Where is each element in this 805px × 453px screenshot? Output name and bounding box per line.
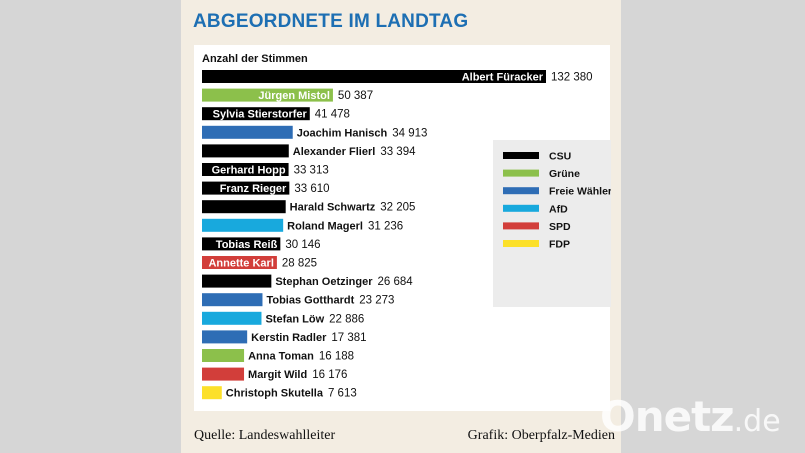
bar xyxy=(202,107,310,121)
bar-chart: Anzahl der Stimmen Albert Füracker 132 380… xyxy=(194,45,612,411)
bar-value-label: 7 613 xyxy=(328,388,357,400)
bar-name-label: Tobias Gotthardt xyxy=(266,295,354,307)
bar xyxy=(202,237,281,251)
bar-name-label: Tobias Reiß xyxy=(216,239,278,251)
legend-label: Freie Wähler xyxy=(549,186,611,198)
bar-name-label: Albert Füracker xyxy=(462,72,544,84)
bar xyxy=(202,181,290,195)
bar-name-label: Stefan Löw xyxy=(265,313,324,325)
bar-name-label: Joachim Hanisch xyxy=(297,127,388,139)
legend-svg: CSU Grüne Freie Wähler AfD SPD FDP xyxy=(503,151,612,251)
watermark-brand: Onetz xyxy=(600,392,735,441)
bar-value-label: 132 380 xyxy=(551,72,593,84)
bar-value-label: 16 176 xyxy=(312,369,347,381)
bar-name-label: Alexander Flierl xyxy=(293,146,376,158)
bar xyxy=(202,311,262,325)
legend-label: Grüne xyxy=(549,168,580,180)
bar-value-label: 33 394 xyxy=(380,146,416,158)
legend-swatch xyxy=(503,222,539,230)
bar xyxy=(202,88,333,102)
chart-subtitle: Anzahl der Stimmen xyxy=(202,53,308,65)
bar-value-label: 31 236 xyxy=(368,220,403,232)
bar-value-label: 28 825 xyxy=(282,258,317,270)
bar xyxy=(202,163,289,176)
legend-label: FDP xyxy=(549,239,570,251)
bar-name-label: Christoph Skutella xyxy=(226,388,324,400)
legend-swatch xyxy=(503,187,539,195)
bar-value-label: 34 913 xyxy=(392,127,427,139)
bar-value-label: 33 610 xyxy=(294,183,329,195)
chart-title: ABGEORDNETE IM LANDTAG xyxy=(193,11,469,32)
bar xyxy=(202,367,245,381)
bar-name-label: Margit Wild xyxy=(248,369,307,381)
bar-name-label: Sylvia Stierstorfer xyxy=(213,109,308,121)
bar-name-label: Anna Toman xyxy=(248,351,314,363)
legend-swatch xyxy=(503,240,539,247)
bar xyxy=(202,144,289,158)
bar xyxy=(202,386,222,400)
graphic-credit: Grafik: Oberpfalz-Medien xyxy=(467,428,615,443)
bar-chart-svg: Anzahl der Stimmen Albert Füracker 132 380… xyxy=(202,53,593,400)
bar-name-label: Kerstin Radler xyxy=(251,332,327,344)
bar-value-label: 33 313 xyxy=(294,165,329,177)
legend-box: CSU Grüne Freie Wähler AfD SPD FDP xyxy=(493,140,612,307)
source-note: Quelle: Landeswahlleiter xyxy=(194,428,336,443)
onetz-watermark: Onetz.de xyxy=(600,392,781,441)
legend-label: AfD xyxy=(549,203,568,215)
bar xyxy=(202,70,546,83)
watermark-suffix: .de xyxy=(733,404,781,439)
bar-value-label: 26 684 xyxy=(378,276,414,288)
bar xyxy=(202,330,248,344)
bar-value-label: 30 146 xyxy=(285,239,320,251)
bar-name-label: Gerhard Hopp xyxy=(212,165,286,177)
bar-name-label: Roland Magerl xyxy=(287,220,363,232)
legend-label: CSU xyxy=(549,151,571,163)
bar-value-label: 32 205 xyxy=(380,202,415,214)
bar xyxy=(202,218,284,232)
bar-name-label: Annette Karl xyxy=(208,258,273,270)
bar-value-label: 22 886 xyxy=(329,313,364,325)
bar xyxy=(202,349,245,362)
bar-value-label: 23 273 xyxy=(359,295,394,307)
bar-value-label: 50 387 xyxy=(338,90,373,102)
bar-name-label: Jürgen Mistol xyxy=(258,90,330,102)
bar xyxy=(202,256,277,269)
legend-swatch xyxy=(503,152,539,159)
bar xyxy=(202,200,286,214)
bar-value-label: 16 188 xyxy=(319,351,354,363)
bar-value-label: 41 478 xyxy=(315,109,350,121)
bar-name-label: Stephan Oetzinger xyxy=(275,276,373,288)
bar-name-label: Franz Rieger xyxy=(220,183,287,195)
bar-name-label: Harald Schwartz xyxy=(290,202,376,214)
bar xyxy=(202,293,263,307)
legend-label: SPD xyxy=(549,221,571,233)
legend-swatch xyxy=(503,204,539,212)
infographic-panel: ABGEORDNETE IM LANDTAG Anzahl der Stimme… xyxy=(181,0,621,453)
bar-value-label: 17 381 xyxy=(331,332,366,344)
bar xyxy=(202,274,272,288)
legend-swatch xyxy=(503,169,539,177)
bar xyxy=(202,125,293,139)
